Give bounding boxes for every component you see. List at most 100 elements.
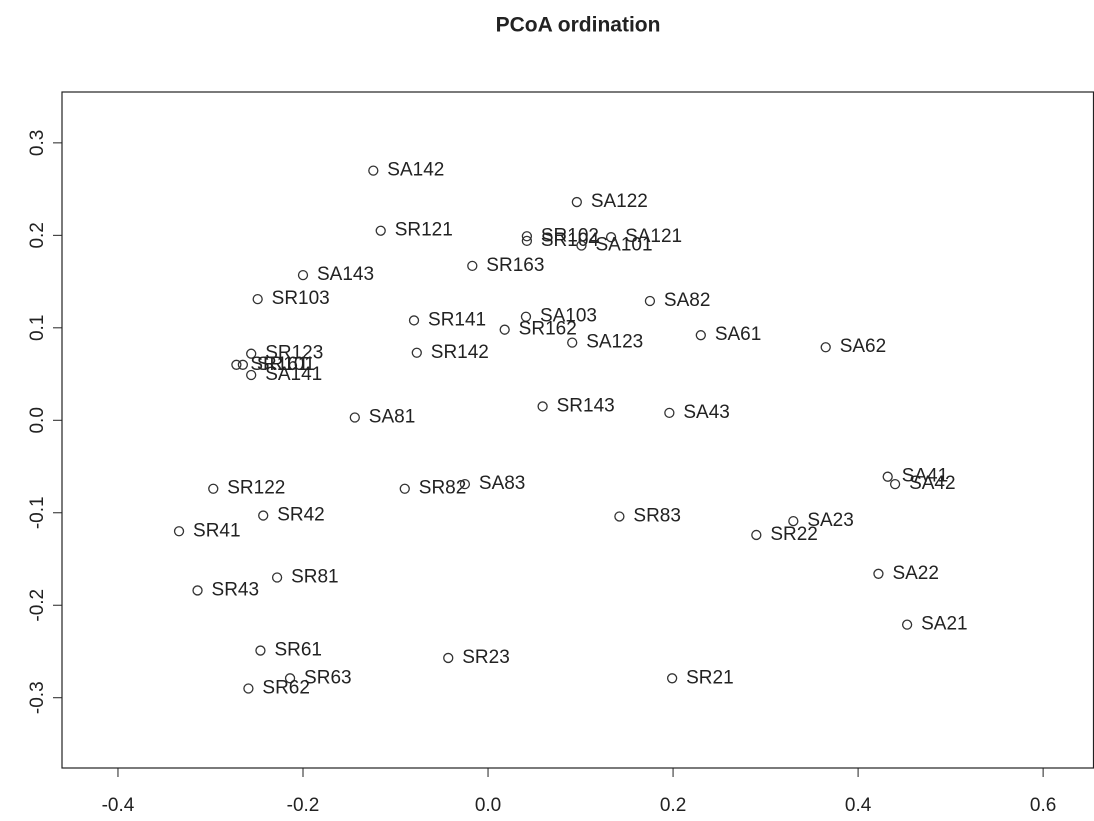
y-tick-label: 0.2 bbox=[27, 222, 48, 248]
point bbox=[901, 619, 913, 630]
point-label: SA43 bbox=[683, 402, 729, 423]
point-label: SA42 bbox=[909, 473, 955, 494]
point-label: SR102 bbox=[541, 225, 599, 246]
plot-frame bbox=[61, 91, 1094, 769]
point-label: SA143 bbox=[317, 264, 374, 285]
y-tick-label: 0.1 bbox=[27, 315, 48, 341]
point-label: SR122 bbox=[227, 478, 285, 499]
point-label: SA122 bbox=[591, 191, 648, 212]
point-label: SA142 bbox=[387, 160, 444, 181]
point-label: SR22 bbox=[770, 524, 818, 545]
point bbox=[349, 412, 360, 423]
point bbox=[237, 359, 249, 370]
point-label: SR41 bbox=[193, 520, 241, 541]
point-label: SR121 bbox=[395, 220, 453, 241]
point bbox=[537, 401, 548, 412]
point bbox=[521, 235, 533, 247]
point bbox=[695, 330, 706, 341]
point bbox=[368, 165, 379, 176]
point bbox=[399, 483, 410, 494]
x-tick-label: 0.0 bbox=[475, 795, 501, 816]
x-tick-label: -0.4 bbox=[102, 795, 135, 816]
point-label: SR162 bbox=[519, 319, 577, 340]
point-label: SR143 bbox=[557, 395, 615, 416]
point bbox=[499, 324, 510, 335]
point-label: SA82 bbox=[664, 290, 710, 311]
point bbox=[231, 359, 242, 370]
point-label: SR161 bbox=[250, 354, 308, 375]
point-label: SA83 bbox=[479, 473, 525, 494]
point bbox=[666, 673, 678, 684]
point-label: SA103 bbox=[540, 306, 597, 327]
point-label: SR62 bbox=[262, 677, 310, 698]
point bbox=[375, 225, 386, 236]
point-label: SR141 bbox=[428, 309, 486, 330]
point bbox=[788, 515, 799, 527]
point bbox=[258, 510, 269, 521]
point-label: SR43 bbox=[212, 579, 260, 600]
point bbox=[751, 529, 762, 541]
point bbox=[411, 347, 422, 358]
point-label: SR142 bbox=[431, 342, 489, 363]
point-label: SR42 bbox=[277, 505, 325, 526]
point-label: SR21 bbox=[686, 667, 734, 688]
point bbox=[644, 295, 656, 307]
point bbox=[520, 311, 532, 322]
point-label: SA141 bbox=[265, 364, 322, 385]
y-tick-label: 0.0 bbox=[27, 407, 48, 433]
point bbox=[408, 315, 420, 326]
point bbox=[605, 232, 617, 243]
point-label: SR101 bbox=[257, 354, 315, 375]
point bbox=[443, 652, 454, 664]
point bbox=[271, 572, 283, 583]
point bbox=[567, 337, 578, 348]
point bbox=[255, 645, 266, 656]
x-tick-label: 0.2 bbox=[660, 795, 686, 816]
point bbox=[521, 231, 533, 242]
point bbox=[576, 240, 587, 251]
x-tick-label: 0.4 bbox=[845, 795, 872, 816]
point-label: SA22 bbox=[892, 563, 938, 584]
point-label: SA41 bbox=[902, 466, 948, 487]
x-tick-label: 0.6 bbox=[1030, 795, 1056, 816]
point bbox=[192, 585, 203, 596]
point-label: SR123 bbox=[265, 343, 323, 364]
point bbox=[297, 269, 309, 281]
point bbox=[467, 260, 478, 272]
point-label: SR104 bbox=[541, 230, 600, 251]
point-label: SR163 bbox=[486, 255, 544, 276]
x-tick-label: -0.2 bbox=[287, 795, 320, 816]
point bbox=[284, 673, 296, 684]
y-tick-label: -0.2 bbox=[27, 589, 48, 622]
point bbox=[173, 526, 185, 537]
point-label: SR61 bbox=[274, 640, 322, 661]
point-label: SR103 bbox=[272, 288, 330, 309]
point-label: SA81 bbox=[369, 407, 415, 428]
point bbox=[252, 293, 263, 305]
point-label: SA101 bbox=[595, 235, 652, 256]
point-label: SA23 bbox=[807, 510, 853, 531]
point-label: SR82 bbox=[419, 478, 467, 499]
point-label: SA61 bbox=[715, 324, 761, 345]
chart-title: PCoA ordination bbox=[496, 14, 661, 37]
point bbox=[571, 196, 582, 208]
point bbox=[246, 348, 257, 359]
point-label: SR63 bbox=[304, 667, 352, 688]
point bbox=[208, 483, 219, 494]
point bbox=[246, 369, 257, 381]
point bbox=[243, 683, 254, 694]
point bbox=[459, 478, 471, 490]
point bbox=[882, 471, 893, 482]
point-label: SA121 bbox=[625, 226, 682, 247]
point-label: SA62 bbox=[840, 336, 886, 357]
point bbox=[889, 478, 901, 490]
point-label: SR81 bbox=[291, 567, 339, 588]
y-tick-label: -0.1 bbox=[27, 496, 48, 529]
point bbox=[614, 511, 625, 522]
point bbox=[873, 568, 884, 579]
point-label: SA123 bbox=[586, 332, 643, 353]
point-label: SR83 bbox=[633, 505, 681, 526]
y-tick-label: -0.3 bbox=[27, 681, 48, 714]
point bbox=[820, 342, 831, 353]
